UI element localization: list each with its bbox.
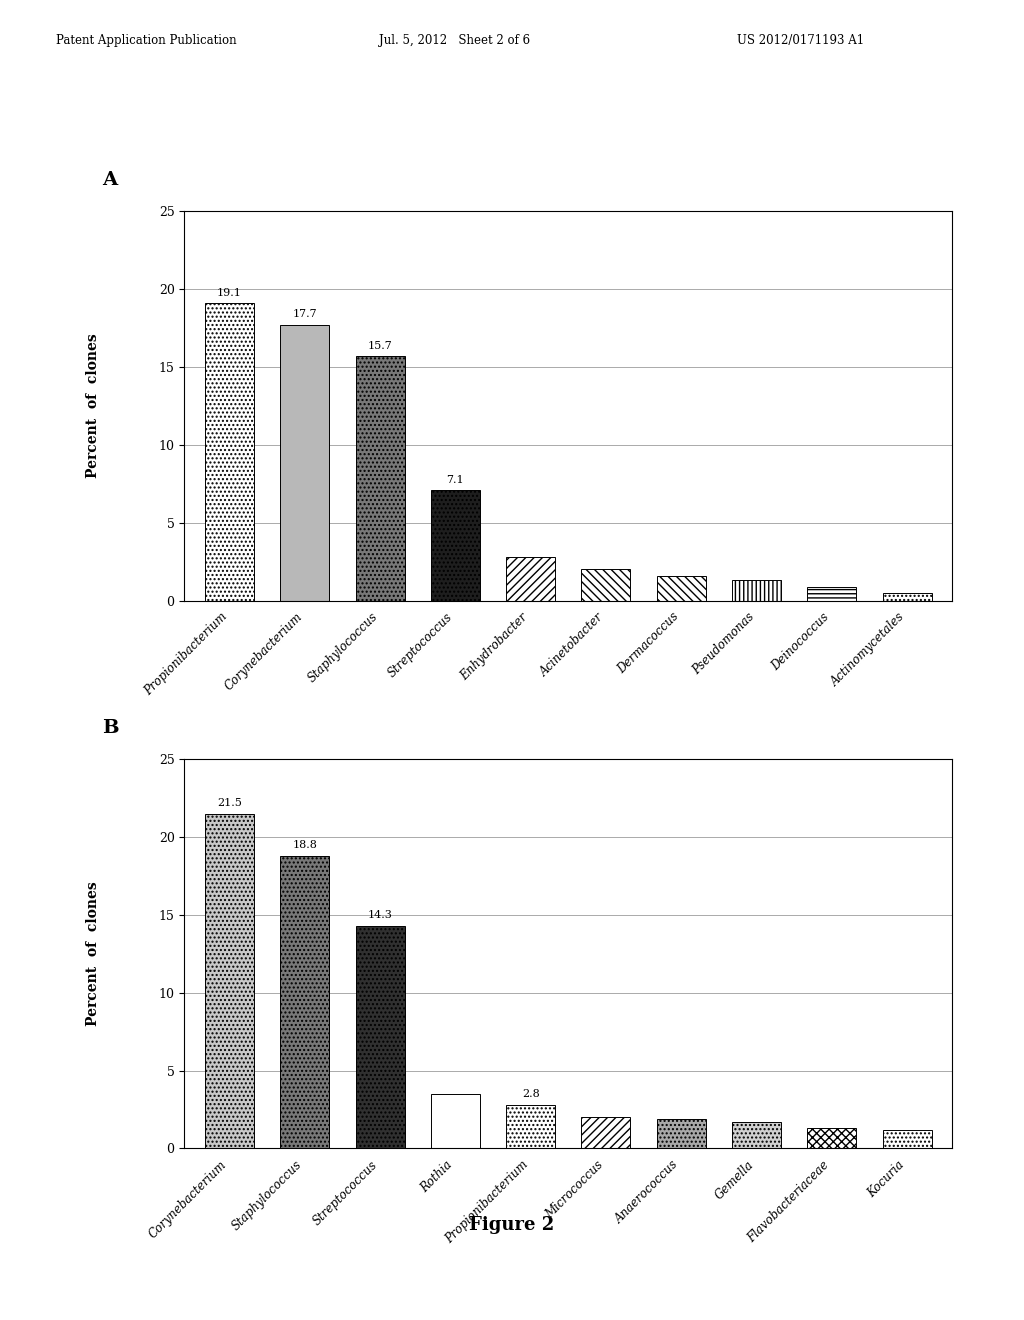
Bar bbox=[205, 813, 254, 1148]
Bar bbox=[205, 304, 254, 601]
Bar bbox=[431, 490, 480, 601]
Bar bbox=[732, 581, 781, 601]
Text: 19.1: 19.1 bbox=[217, 288, 242, 297]
Text: Jul. 5, 2012   Sheet 2 of 6: Jul. 5, 2012 Sheet 2 of 6 bbox=[379, 33, 530, 46]
Text: 18.8: 18.8 bbox=[293, 840, 317, 850]
Bar bbox=[656, 1119, 706, 1148]
Text: 17.7: 17.7 bbox=[293, 309, 317, 319]
Bar bbox=[355, 925, 404, 1148]
Text: Figure 2: Figure 2 bbox=[469, 1216, 555, 1234]
Bar bbox=[506, 557, 555, 601]
Text: US 2012/0171193 A1: US 2012/0171193 A1 bbox=[737, 33, 864, 46]
Bar bbox=[355, 356, 404, 601]
Text: 21.5: 21.5 bbox=[217, 799, 242, 808]
Text: Patent Application Publication: Patent Application Publication bbox=[56, 33, 237, 46]
Bar bbox=[883, 1130, 932, 1148]
Y-axis label: Percent  of  clones: Percent of clones bbox=[86, 882, 99, 1026]
Text: 2.8: 2.8 bbox=[522, 1089, 540, 1100]
Bar bbox=[281, 855, 330, 1148]
Text: 14.3: 14.3 bbox=[368, 911, 392, 920]
Bar bbox=[807, 1129, 856, 1148]
Text: 7.1: 7.1 bbox=[446, 475, 464, 484]
Y-axis label: Percent  of  clones: Percent of clones bbox=[86, 334, 99, 478]
Bar bbox=[582, 569, 631, 601]
Text: A: A bbox=[102, 170, 118, 189]
Bar bbox=[883, 593, 932, 601]
Bar bbox=[431, 1094, 480, 1148]
Bar bbox=[807, 586, 856, 601]
Text: 15.7: 15.7 bbox=[368, 341, 392, 351]
Bar bbox=[582, 1117, 631, 1148]
Bar bbox=[506, 1105, 555, 1148]
Bar bbox=[281, 325, 330, 601]
Bar bbox=[732, 1122, 781, 1148]
Bar bbox=[656, 576, 706, 601]
Text: B: B bbox=[102, 718, 119, 737]
